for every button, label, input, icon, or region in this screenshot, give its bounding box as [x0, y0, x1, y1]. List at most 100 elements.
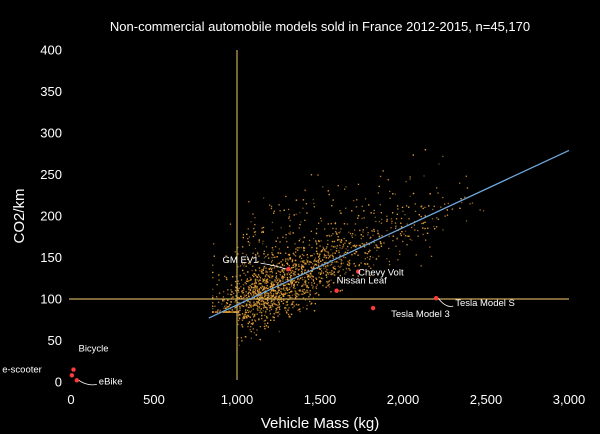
- scatter-point: [388, 264, 391, 266]
- scatter-point: [253, 273, 255, 275]
- scatter-point: [249, 277, 251, 279]
- scatter-point: [235, 295, 237, 297]
- scatter-point: [257, 295, 259, 298]
- y-tick-label: 100: [40, 292, 62, 307]
- scatter-point: [252, 256, 254, 258]
- scatter-point: [239, 314, 241, 316]
- scatter-point: [352, 233, 354, 235]
- scatter-point: [318, 253, 321, 255]
- scatter-point: [336, 247, 338, 249]
- annotation-leader: [78, 380, 97, 386]
- scatter-point: [289, 273, 291, 275]
- scatter-point: [394, 222, 397, 224]
- scatter-point: [378, 220, 380, 223]
- scatter-point: [212, 311, 214, 313]
- scatter-point: [363, 210, 365, 212]
- scatter-point: [442, 196, 444, 199]
- scatter-point: [369, 249, 371, 251]
- scatter-point: [307, 260, 309, 262]
- scatter-point: [250, 221, 252, 223]
- scatter-point: [267, 254, 269, 256]
- scatter-point: [402, 210, 404, 212]
- scatter-point: [288, 279, 290, 281]
- scatter-point: [245, 309, 247, 311]
- scatter-point: [321, 250, 323, 252]
- scatter-point: [286, 262, 288, 264]
- scatter-point: [319, 281, 321, 283]
- scatter-point: [332, 233, 334, 235]
- scatter-point: [311, 282, 313, 284]
- scatter-point: [315, 263, 317, 266]
- scatter-point: [286, 258, 288, 260]
- scatter-point: [243, 314, 246, 316]
- scatter-point: [289, 233, 291, 235]
- scatter-point: [264, 287, 266, 289]
- scatter-point: [366, 226, 368, 229]
- scatter-point: [400, 234, 402, 237]
- scatter-point: [255, 274, 257, 276]
- scatter-point: [466, 187, 469, 189]
- scatter-point: [283, 273, 286, 275]
- scatter-point: [257, 251, 259, 254]
- scatter-point: [264, 295, 266, 297]
- scatter-point: [295, 293, 297, 295]
- scatter-point: [389, 190, 391, 192]
- scatter-point: [368, 265, 370, 268]
- scatter-point: [241, 263, 244, 265]
- scatter-point: [347, 260, 349, 262]
- scatter-point: [339, 210, 341, 212]
- scatter-point: [267, 302, 269, 304]
- scatter-point: [315, 287, 318, 290]
- scatter-point: [400, 217, 403, 220]
- scatter-point: [325, 254, 327, 257]
- highlight-point: [370, 305, 376, 311]
- scatter-point: [270, 294, 272, 296]
- scatter-point: [320, 220, 323, 222]
- scatter-point: [298, 289, 300, 292]
- scatter-point: [223, 291, 225, 293]
- scatter-point: [276, 307, 279, 309]
- scatter-point: [293, 274, 295, 277]
- scatter-point: [335, 250, 338, 252]
- scatter-point: [263, 302, 265, 304]
- scatter-point: [268, 257, 270, 259]
- scatter-point: [254, 269, 256, 271]
- scatter-point: [254, 291, 256, 293]
- scatter-points: [212, 149, 485, 346]
- scatter-point: [255, 287, 257, 289]
- scatter-point: [315, 264, 318, 266]
- scatter-point: [237, 280, 239, 282]
- scatter-point: [365, 242, 368, 244]
- scatter-point: [248, 303, 250, 306]
- scatter-point: [275, 310, 277, 312]
- scatter-point: [337, 185, 339, 187]
- scatter-point: [244, 317, 246, 319]
- scatter-point: [212, 288, 214, 290]
- scatter-point: [313, 253, 315, 255]
- scatter-point: [288, 258, 290, 260]
- scatter-point: [355, 246, 357, 248]
- scatter-point: [267, 294, 270, 296]
- x-axis-label: Vehicle Mass (kg): [261, 415, 379, 432]
- scatter-point: [287, 263, 289, 265]
- scatter-point: [270, 268, 273, 270]
- scatter-point: [310, 274, 312, 276]
- scatter-point: [245, 274, 247, 276]
- scatter-point: [249, 242, 251, 244]
- scatter-point: [276, 256, 278, 258]
- scatter-point: [279, 299, 281, 301]
- scatter-point: [310, 272, 312, 274]
- scatter-point: [288, 283, 291, 286]
- scatter-point: [272, 285, 274, 287]
- scatter-point: [251, 319, 253, 321]
- scatter-point: [241, 324, 243, 326]
- scatter-point: [330, 273, 332, 276]
- scatter-point: [276, 283, 278, 286]
- scatter-point: [331, 245, 333, 247]
- scatter-point: [224, 275, 226, 278]
- scatter-point: [242, 291, 245, 294]
- scatter-point: [298, 247, 300, 249]
- scatter-point: [273, 302, 275, 304]
- scatter-point: [243, 272, 245, 274]
- scatter-point: [306, 304, 308, 307]
